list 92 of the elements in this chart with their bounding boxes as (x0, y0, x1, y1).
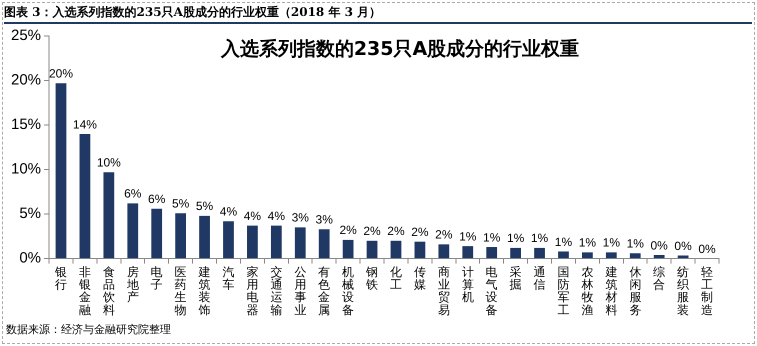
data-label: 2% (363, 224, 382, 238)
x-tick-label: 化工 (390, 265, 402, 292)
data-label: 1% (483, 230, 501, 244)
x-tick-label: 房地产 (126, 265, 139, 304)
bar (414, 242, 426, 258)
bar (606, 252, 617, 258)
bar (534, 248, 545, 258)
bar (247, 226, 258, 258)
bar (558, 251, 569, 258)
source-note: 数据来源：经济与金融研究院整理 (6, 322, 171, 337)
bar (199, 216, 210, 258)
x-tick-label: 汽车 (222, 265, 234, 292)
data-label: 0% (650, 238, 668, 252)
bar (270, 226, 282, 258)
data-label: 1% (602, 236, 620, 250)
bar (678, 255, 688, 258)
bar (486, 247, 498, 258)
x-tick-label: 非银金融 (78, 265, 91, 317)
data-label: 5% (196, 199, 214, 214)
y-tick-label: 5% (19, 205, 42, 222)
x-tick-label: 通信 (534, 265, 546, 292)
bar (462, 246, 474, 258)
x-tick-label: 钢铁 (365, 265, 378, 292)
data-label: 2% (435, 228, 453, 242)
bar (366, 240, 378, 258)
x-tick-label: 纺织服装 (677, 265, 690, 317)
bar (630, 253, 641, 258)
x-tick-label: 轻工制造 (701, 265, 714, 317)
data-label: 2% (387, 224, 405, 238)
x-tick-label: 采掘 (510, 265, 522, 292)
x-tick-label: 机械设备 (342, 265, 354, 317)
x-tick-label: 综合 (653, 265, 666, 292)
x-tick-label: 计算机 (462, 265, 474, 304)
x-tick-label: 商业贸易 (438, 265, 450, 317)
x-tick-label: 电子 (150, 265, 163, 292)
data-label: 10% (96, 156, 122, 170)
y-tick-label: 25% (10, 27, 42, 44)
bar (80, 134, 90, 258)
bar (654, 255, 665, 258)
x-tick-label: 交通运输 (270, 265, 282, 317)
data-label: 1% (530, 231, 549, 246)
x-tick-label: 银行 (54, 265, 67, 292)
data-label: 6% (148, 192, 166, 206)
x-tick-label: 建筑材料 (604, 265, 618, 317)
y-tick-label: 0% (19, 250, 42, 267)
data-label: 1% (554, 234, 572, 249)
data-label: 4% (268, 208, 286, 223)
data-label: 5% (172, 196, 190, 210)
x-tick-label: 食品饮料 (102, 265, 115, 317)
bar (510, 248, 521, 258)
x-tick-label: 传媒 (414, 265, 426, 292)
bar (318, 229, 330, 258)
bar (582, 252, 593, 258)
x-tick-label: 休闲服务 (629, 265, 642, 317)
data-label: 3% (292, 210, 310, 225)
bar (127, 203, 138, 258)
bar (438, 244, 450, 258)
bar (103, 172, 114, 258)
data-label: 4% (244, 208, 262, 223)
x-tick-label: 农林牧渔 (580, 265, 594, 317)
bar (342, 240, 354, 258)
data-label: 14% (72, 117, 98, 132)
data-label: 3% (316, 212, 334, 227)
bar (56, 83, 66, 258)
data-label: 1% (626, 236, 644, 251)
data-label: 4% (220, 204, 238, 219)
y-tick-label: 20% (10, 72, 42, 89)
data-label: 2% (411, 224, 429, 239)
x-tick-label: 医药生物 (174, 265, 187, 317)
y-tick-label: 15% (10, 116, 42, 134)
data-label: 1% (506, 231, 525, 246)
x-tick-label: 建筑装饰 (198, 265, 211, 317)
bar (294, 227, 306, 258)
x-tick-label: 家用电器 (246, 265, 258, 317)
data-label: 2% (339, 223, 358, 238)
x-tick-label: 国防军工 (557, 265, 570, 317)
x-tick-label: 电气设备 (486, 265, 498, 317)
x-tick-label: 有色金属 (318, 265, 330, 317)
chart-title: 入选系列指数的235只A股成分的行业权重 (220, 37, 580, 62)
y-tick-label: 10% (10, 160, 42, 178)
chart-subtitle: 图表 3：入选系列指数的235只A股成分的行业权重（2018 年 3 月） (4, 2, 752, 24)
data-label: 1% (459, 229, 477, 244)
data-label: 6% (124, 186, 142, 201)
bar (175, 213, 186, 258)
bar (223, 221, 234, 258)
bar (390, 240, 402, 258)
data-label: 0% (698, 242, 716, 256)
bar (151, 208, 162, 258)
x-tick-label: 公用事业 (294, 265, 306, 317)
data-label: 1% (578, 236, 596, 250)
data-label: 20% (48, 66, 74, 81)
data-label: 0% (674, 238, 692, 253)
